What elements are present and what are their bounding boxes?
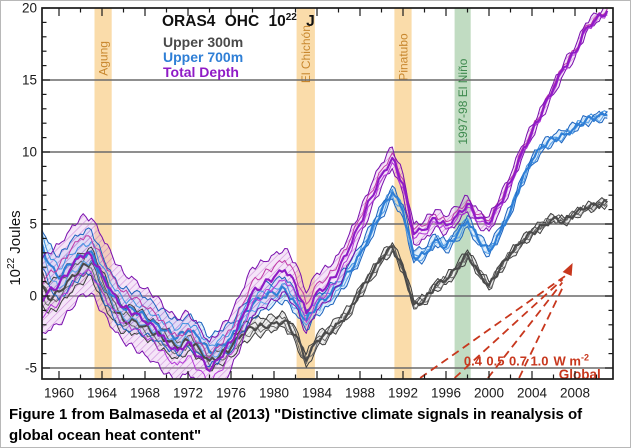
x-tick-label-2008: 2008: [560, 386, 590, 401]
fan-label-0.7: 0.7: [509, 354, 527, 369]
series-upper-300m-main-line: [42, 198, 609, 362]
series-upper-300m-envelope: [42, 197, 608, 371]
y-tick-label-10: 10: [22, 145, 37, 160]
fan-label-0.5: 0.5: [486, 354, 504, 369]
legend-item-total-depth: Total Depth: [163, 65, 243, 80]
x-axis-labels: 1960 1964 1968 1972 1976 1980 1984 1988 1992 1996…: [44, 386, 590, 401]
y-tick-label-15: 15: [22, 73, 37, 88]
legend-label-upper-700m: Upper 700m: [163, 49, 244, 65]
chart-title-end: J: [296, 13, 315, 31]
y-axis-title-superscript: 22: [6, 257, 17, 269]
y-axis-title-end: Joules: [7, 210, 24, 258]
figure-caption: Figure 1 from Balmaseda et al (2013) "Di…: [9, 406, 583, 444]
x-tick-label-1992: 1992: [388, 386, 418, 401]
y-tick-label--5: -5: [25, 361, 37, 376]
fan-line-0.7: [487, 281, 564, 379]
series-total-depth-main-line: [42, 10, 609, 372]
fan-label-1.0: 1.0: [530, 354, 548, 369]
x-tick-label-1976: 1976: [216, 386, 246, 401]
legend-item-upper-300m: Upper 300m: [163, 35, 243, 50]
ohc-chart-svg: Agung El Chichón Pinatubo 1997-98 El Niño 0.…: [22, 1, 614, 401]
x-tick-label-1964: 1964: [87, 386, 118, 401]
y-tick-label-0: 0: [29, 289, 37, 304]
x-tick-label-1984: 1984: [302, 386, 333, 401]
event-band-label-agung: Agung: [97, 41, 111, 76]
y-axis-labels: -5 0 5 10 15 20: [22, 1, 37, 376]
event-band-label-el-chich-n: El Chichón: [299, 25, 313, 83]
x-tick-label-1968: 1968: [130, 386, 160, 401]
fan-line-0.4: [419, 275, 566, 379]
series-envelopes: [42, 8, 608, 379]
y-axis-title: 1022 Joules: [6, 193, 24, 303]
x-tick-label-1988: 1988: [345, 386, 375, 401]
series-total-depth-member-midlo: [42, 12, 608, 379]
x-tick-label-1972: 1972: [173, 386, 203, 401]
y-axis-title-base: 10: [7, 268, 24, 286]
fan-unit-label: W m-2: [554, 353, 589, 369]
x-tick-label-1980: 1980: [259, 386, 289, 401]
chart-title-base: ORAS4 OHC 10: [162, 13, 286, 31]
fan-arrowhead: [562, 262, 573, 276]
fan-region-label: Global: [559, 367, 601, 382]
axis-ticks: [42, 7, 613, 379]
y-tick-label-5: 5: [29, 217, 37, 232]
series-upper-300m-member-lo: [42, 203, 608, 372]
x-tick-label-2004: 2004: [517, 386, 548, 401]
axis-frame: [41, 7, 614, 380]
legend-label-upper-300m: Upper 300m: [163, 34, 244, 50]
series-upper-700m-envelope: [42, 111, 608, 367]
event-band-1997-98-el-ni-o: [454, 8, 471, 379]
legend-label-total-depth: Total Depth: [163, 64, 239, 80]
event-band-label-1997-98-el-ni-o: 1997-98 El Niño: [456, 58, 470, 144]
x-tick-label-1996: 1996: [431, 386, 461, 401]
chart-legend: Upper 300m Upper 700m Total Depth: [163, 35, 243, 80]
chart-title-superscript: 22: [285, 12, 297, 23]
series-upper-300m-member-hi: [42, 197, 608, 355]
fan-line-0.5: [453, 278, 564, 379]
x-tick-label-1960: 1960: [44, 386, 74, 401]
series-lines: [42, 8, 609, 379]
chart-title: ORAS4 OHC 1022 J: [162, 12, 315, 31]
x-tick-label-2000: 2000: [474, 386, 504, 401]
y-tick-label-20: 20: [22, 1, 37, 16]
series-total-depth-member-hi: [42, 8, 604, 343]
event-band-label-pinatubo: Pinatubo: [397, 33, 411, 81]
legend-item-upper-700m: Upper 700m: [163, 50, 243, 65]
fan-line-1.0: [518, 285, 565, 379]
series-total-depth-member-midhi: [42, 8, 608, 359]
